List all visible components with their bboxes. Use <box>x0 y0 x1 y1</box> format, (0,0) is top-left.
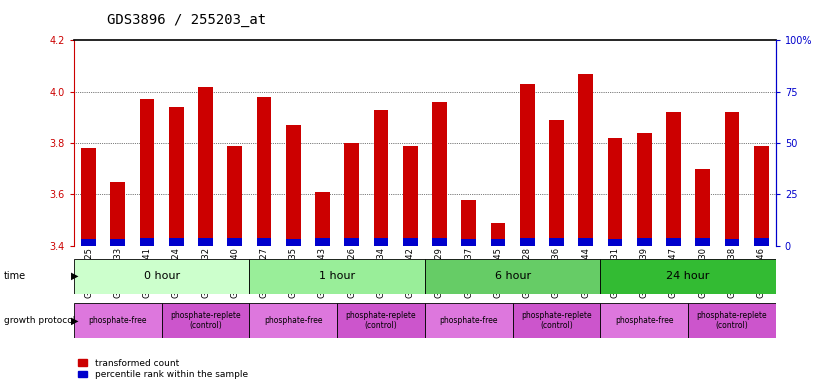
Text: phosphate-free: phosphate-free <box>615 316 673 325</box>
Text: 24 hour: 24 hour <box>667 271 710 281</box>
Bar <box>81 148 96 239</box>
Bar <box>549 238 564 246</box>
Bar <box>111 239 125 246</box>
Bar <box>695 169 710 238</box>
Bar <box>337 303 425 338</box>
Bar <box>286 125 300 239</box>
Text: phosphate-replete
(control): phosphate-replete (control) <box>346 311 416 330</box>
Text: ▶: ▶ <box>71 316 79 326</box>
Bar <box>491 239 505 246</box>
Text: phosphate-replete
(control): phosphate-replete (control) <box>697 311 768 330</box>
Bar <box>345 238 359 246</box>
Bar <box>666 238 681 246</box>
Bar <box>425 259 600 294</box>
Bar <box>608 239 622 246</box>
Text: GDS3896 / 255203_at: GDS3896 / 255203_at <box>107 13 266 27</box>
Bar <box>140 238 154 246</box>
Bar <box>374 110 388 238</box>
Bar <box>608 138 622 239</box>
Bar <box>315 192 330 238</box>
Text: ▶: ▶ <box>71 271 79 281</box>
Text: 6 hour: 6 hour <box>494 271 530 281</box>
Bar <box>461 239 476 246</box>
Text: phosphate-replete
(control): phosphate-replete (control) <box>170 311 241 330</box>
Bar <box>725 239 739 246</box>
Text: 1 hour: 1 hour <box>319 271 355 281</box>
Bar <box>81 239 96 246</box>
Bar <box>600 259 776 294</box>
Bar <box>432 102 447 238</box>
Bar <box>250 259 425 294</box>
Bar <box>688 303 776 338</box>
Text: 0 hour: 0 hour <box>144 271 180 281</box>
Bar <box>695 238 710 246</box>
Bar <box>725 112 739 239</box>
Bar <box>549 120 564 238</box>
Bar <box>198 86 213 238</box>
Bar <box>74 259 250 294</box>
Bar <box>666 112 681 238</box>
Bar <box>637 238 652 246</box>
Text: phosphate-free: phosphate-free <box>264 316 323 325</box>
Bar <box>198 238 213 246</box>
Text: phosphate-free: phosphate-free <box>439 316 498 325</box>
Bar <box>169 238 184 246</box>
Bar <box>257 238 271 246</box>
Bar <box>520 84 534 238</box>
Bar <box>579 74 593 238</box>
Bar <box>754 238 768 246</box>
Bar <box>461 200 476 239</box>
Bar <box>257 97 271 238</box>
Bar <box>111 182 125 239</box>
Bar <box>403 146 418 238</box>
Bar <box>315 238 330 246</box>
Bar <box>227 238 242 246</box>
Text: growth protocol: growth protocol <box>4 316 76 325</box>
Bar <box>140 99 154 238</box>
Bar <box>432 238 447 246</box>
Bar <box>162 303 250 338</box>
Bar <box>425 303 512 338</box>
Legend: transformed count, percentile rank within the sample: transformed count, percentile rank withi… <box>78 359 248 379</box>
Bar <box>637 133 652 238</box>
Bar <box>74 303 162 338</box>
Bar <box>491 223 505 239</box>
Bar <box>169 107 184 238</box>
Bar <box>512 303 600 338</box>
Text: time: time <box>4 271 26 281</box>
Bar <box>579 238 593 246</box>
Bar <box>520 238 534 246</box>
Bar <box>754 146 768 238</box>
Bar <box>227 146 242 238</box>
Bar <box>403 238 418 246</box>
Text: phosphate-replete
(control): phosphate-replete (control) <box>521 311 592 330</box>
Bar <box>345 143 359 238</box>
Bar <box>286 239 300 246</box>
Bar <box>374 238 388 246</box>
Text: phosphate-free: phosphate-free <box>89 316 147 325</box>
Bar <box>250 303 337 338</box>
Bar <box>600 303 688 338</box>
